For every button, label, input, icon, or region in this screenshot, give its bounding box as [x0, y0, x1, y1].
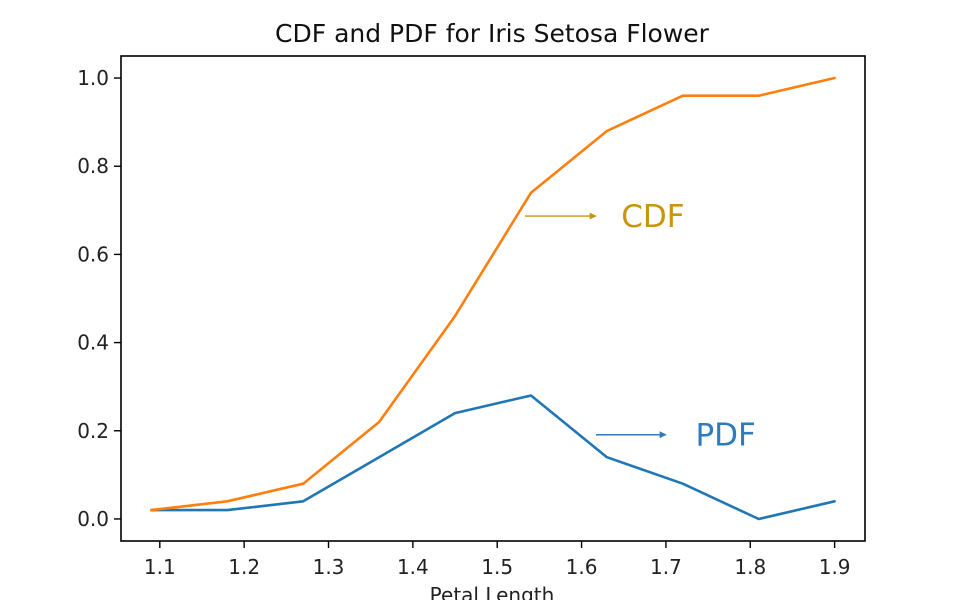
x-tick-label: 1.5: [481, 555, 513, 579]
x-tick-label: 1.4: [397, 555, 429, 579]
x-tick-label: 1.9: [819, 555, 851, 579]
y-tick-label: 0.2: [77, 419, 109, 443]
x-tick-label: 1.6: [566, 555, 598, 579]
y-tick-label: 1.0: [77, 66, 109, 90]
x-tick-label: 1.1: [144, 555, 176, 579]
x-tick-label: 1.2: [228, 555, 260, 579]
y-tick-label: 0.0: [77, 507, 109, 531]
y-axis-ticks: 0.0 0.2 0.4 0.6 0.8 1.0: [77, 66, 121, 531]
annotation-label-pdf: PDF: [695, 418, 755, 454]
plot-frame: [120, 55, 866, 542]
y-tick-label: 0.8: [77, 154, 109, 178]
x-axis-ticks: 1.1 1.2 1.3 1.4 1.5 1.6 1.7 1.8 1.9: [144, 541, 851, 579]
x-tick-label: 1.8: [734, 555, 766, 579]
x-tick-label: 1.3: [313, 555, 345, 579]
annotation-layer: CDF PDF: [525, 199, 756, 454]
series-line-1: [150, 76, 836, 512]
chart-title: CDF and PDF for Iris Setosa Flower: [275, 19, 710, 48]
x-tick-label: 1.7: [650, 555, 682, 579]
y-tick-label: 0.6: [77, 242, 109, 266]
y-tick-label: 0.4: [77, 331, 109, 355]
series-layer: [150, 76, 836, 521]
x-axis-label: Petal Length: [430, 583, 555, 600]
series-line-0: [150, 394, 836, 521]
annotation-label-cdf: CDF: [621, 199, 684, 235]
